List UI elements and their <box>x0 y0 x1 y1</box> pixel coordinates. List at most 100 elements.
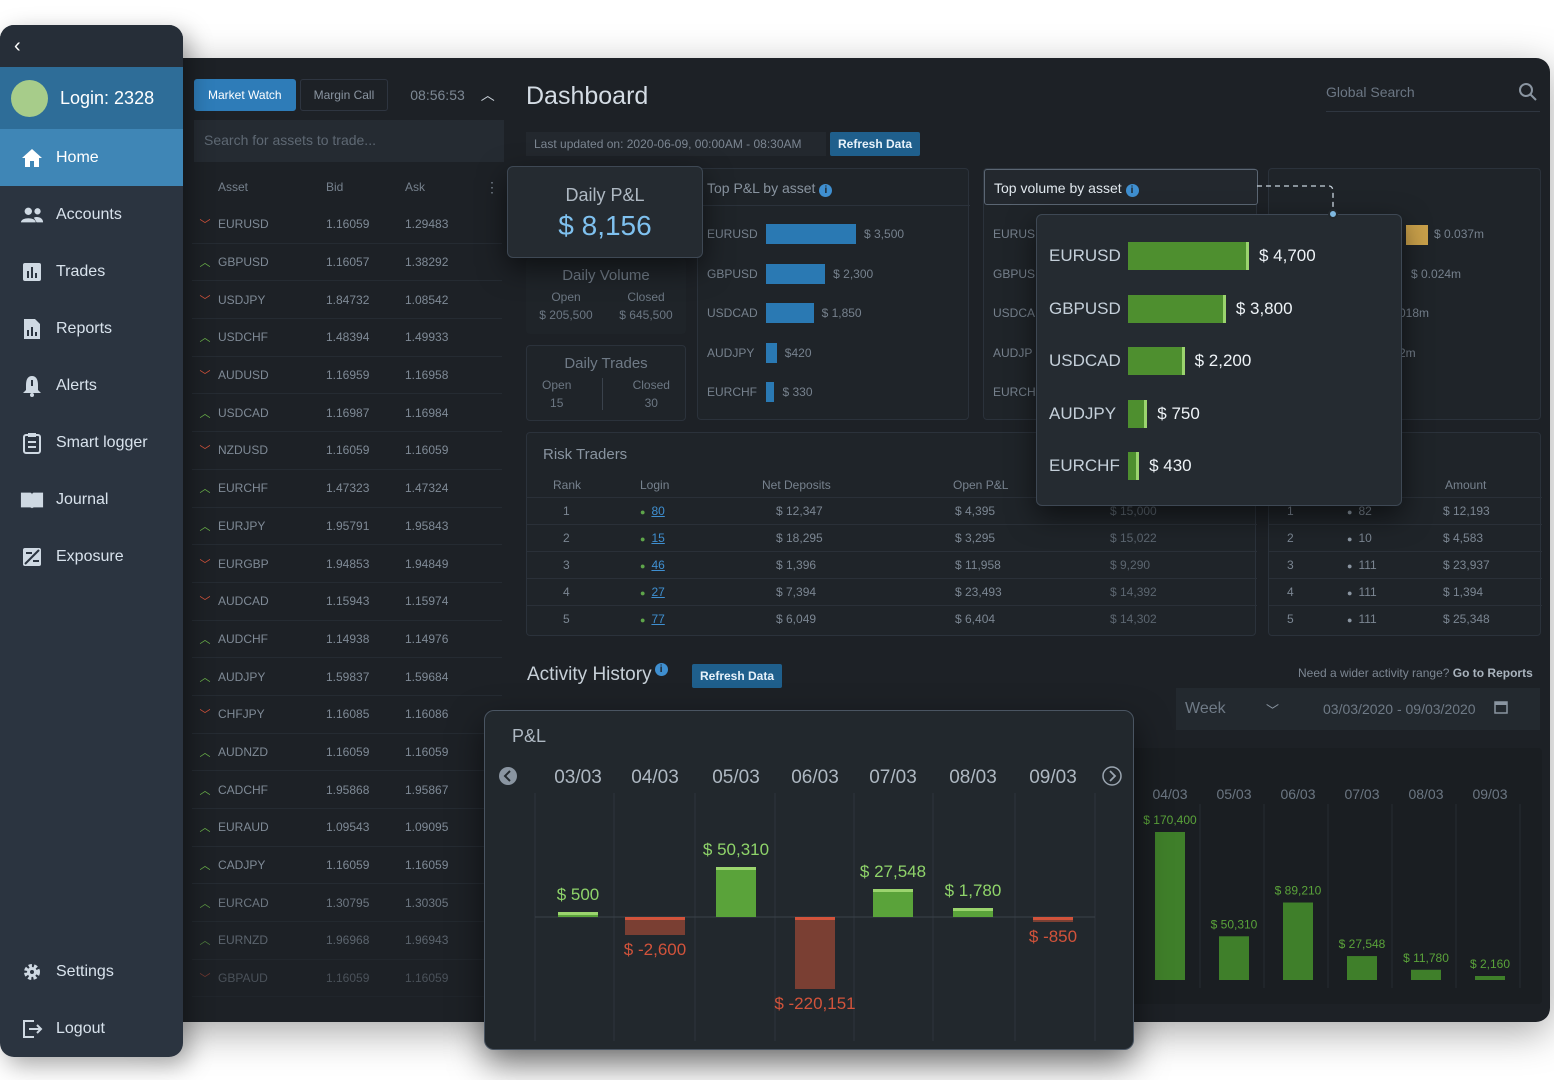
table-row[interactable]: ︿ EURCHF 1.47323 1.47324 <box>192 470 502 508</box>
sidebar-item-journal[interactable]: Journal <box>0 471 183 528</box>
go-to-reports-link[interactable]: Go to Reports <box>1452 666 1533 680</box>
table-row[interactable]: 4 ● 27 $ 7,394 $ 23,493 $ 14,392 <box>527 578 1257 605</box>
table-row[interactable]: ︿ USDCAD 1.16987 1.16984 <box>192 394 502 433</box>
sidebar-item-reports[interactable]: Reports <box>0 300 183 357</box>
sidebar-item-accounts[interactable]: Accounts <box>0 186 183 243</box>
table-row[interactable]: 2 ● 15 $ 18,295 $ 3,295 $ 15,022 <box>527 524 1257 551</box>
table-row[interactable]: ︿ CADJPY 1.16059 1.16059 <box>192 847 502 885</box>
table-row[interactable]: ︿ GBPUSD 1.16057 1.38292 <box>192 244 502 282</box>
sidebar-item-settings[interactable]: Settings <box>0 943 183 1000</box>
table-row[interactable]: ﹀ AUDCAD 1.15943 1.15974 <box>192 583 502 621</box>
table-row[interactable]: ﹀ NZDUSD 1.16059 1.16059 <box>192 432 502 470</box>
sidebar-item-trades[interactable]: Trades <box>0 243 183 300</box>
col-ask[interactable]: Ask <box>405 180 426 194</box>
table-row[interactable]: ︿ EURJPY 1.95791 1.95843 <box>192 508 502 546</box>
col-login[interactable]: Login <box>640 478 670 492</box>
login-value: 10 <box>1358 531 1372 545</box>
sidebar-item-logout[interactable]: Logout <box>0 1000 183 1057</box>
chevron-up-icon: ︿ <box>199 935 211 948</box>
amount-cell: $ 1,394 <box>1443 585 1484 599</box>
book-icon <box>20 488 44 512</box>
table-row[interactable]: 4 ● 111 $ 1,394 <box>1269 578 1542 605</box>
info-icon[interactable]: i <box>1125 184 1139 197</box>
risk-extra-cell: $ 14,302 <box>1110 612 1157 626</box>
login-link[interactable]: 77 <box>651 612 665 626</box>
data-label: $ 1,780 <box>945 881 1002 900</box>
search-icon[interactable] <box>1518 82 1538 105</box>
asset-name: AUDJPY <box>707 345 755 360</box>
table-row[interactable]: ︿ AUDJPY 1.59837 1.59684 <box>192 658 502 696</box>
col-amount[interactable]: Amount <box>1445 478 1487 492</box>
bar-cap <box>953 908 993 911</box>
chevron-up-icon: ︿ <box>199 483 211 496</box>
login-link[interactable]: 46 <box>651 558 665 572</box>
table-row[interactable]: ︿ CADCHF 1.95868 1.95867 <box>192 771 502 809</box>
date-range-input[interactable]: 03/03/2020 - 09/03/2020 <box>1323 701 1476 717</box>
table-row[interactable]: ﹀ CHFJPY 1.16085 1.16086 <box>192 696 502 734</box>
volume-value: $ 750 <box>1157 403 1200 423</box>
calendar-icon[interactable] <box>1493 700 1508 719</box>
table-row[interactable]: 2 ● 10 $ 4,583 <box>1269 524 1542 551</box>
avatar[interactable] <box>11 79 48 117</box>
tab-market-watch[interactable]: Market Watch <box>194 79 296 111</box>
kebab-menu-icon[interactable]: ⋮ <box>485 178 499 195</box>
pnl-bar <box>953 908 993 917</box>
col-asset[interactable]: Asset <box>218 180 249 194</box>
info-icon[interactable]: i <box>654 663 668 676</box>
chevron-down-icon[interactable]: ﹀ <box>1266 702 1280 718</box>
volume-value: $ 4,700 <box>1259 246 1316 265</box>
login-link[interactable]: 27 <box>651 585 665 599</box>
table-row[interactable]: 1 ● 80 $ 12,347 $ 4,395 $ 15,000 <box>527 497 1257 524</box>
bid-value: 1.59837 <box>326 669 370 684</box>
table-row[interactable]: 3 ● 46 $ 1,396 $ 11,958 $ 9,290 <box>527 551 1257 578</box>
tab-margin-call[interactable]: Margin Call <box>299 79 389 111</box>
table-row[interactable]: ︿ EURNZD 1.96968 1.96943 <box>192 922 502 960</box>
chevron-up-icon[interactable]: ︿ <box>480 87 495 103</box>
col-rank[interactable]: Rank <box>553 478 582 492</box>
refresh-data-button[interactable]: Refresh Data <box>830 132 921 156</box>
exposure-value: $ 0.037m <box>1434 227 1485 241</box>
col-net-deposits[interactable]: Net Deposits <box>762 478 831 492</box>
activity-refresh-button[interactable]: Refresh Data <box>692 664 783 688</box>
sidebar-item-smart-logger[interactable]: Smart logger <box>0 414 183 471</box>
global-search-input[interactable]: Global Search <box>1326 82 1540 112</box>
sidebar-item-label: Logout <box>56 1019 105 1037</box>
table-row[interactable]: 1 ● 82 $ 12,193 <box>1269 497 1542 524</box>
bid-value: 1.30795 <box>326 895 370 910</box>
back-button[interactable]: ‹ <box>0 25 183 67</box>
x-tick-label: 06/03 <box>791 767 839 788</box>
table-row[interactable]: ︿ EURAUD 1.09543 1.09095 <box>192 809 502 847</box>
bid-value: 1.47323 <box>326 481 370 496</box>
pnl-bar <box>766 263 826 284</box>
table-row[interactable]: ﹀ EURUSD 1.16059 1.29483 <box>192 206 502 244</box>
table-row[interactable]: ︿ AUDCHF 1.14938 1.14976 <box>192 621 502 659</box>
bell-icon <box>20 374 44 398</box>
table-row[interactable]: ﹀ AUDUSD 1.16959 1.16958 <box>192 357 502 395</box>
table-row[interactable]: 5 ● 111 $ 25,348 <box>1269 605 1542 632</box>
user-icon: ● <box>1347 507 1353 517</box>
table-row[interactable]: ︿ USDCHF 1.48394 1.49933 <box>192 319 502 357</box>
pnl-asset-row: GBPUSD $ 2,300 <box>707 263 873 284</box>
x-tick-label: 04/03 <box>1152 786 1187 802</box>
sidebar-item-alerts[interactable]: Alerts <box>0 357 183 414</box>
info-icon[interactable]: i <box>819 184 833 197</box>
table-row[interactable]: ﹀ EURGBP 1.94853 1.94849 <box>192 545 502 583</box>
col-open-pnl[interactable]: Open P&L <box>953 478 1009 492</box>
table-row[interactable]: ﹀ USDJPY 1.84732 1.08542 <box>192 281 502 320</box>
table-row[interactable]: ︿ EURCAD 1.30795 1.30305 <box>192 884 502 923</box>
chart-next-button[interactable] <box>1102 766 1122 786</box>
period-select[interactable]: Week <box>1185 700 1226 717</box>
chart-prev-button[interactable] <box>499 767 517 785</box>
login-link[interactable]: 80 <box>651 504 665 518</box>
sidebar-item-exposure[interactable]: Exposure <box>0 528 183 585</box>
sidebar-item-home[interactable]: Home <box>0 129 183 186</box>
table-row[interactable]: 5 ● 77 $ 6,049 $ 6,404 $ 14,302 <box>527 605 1257 632</box>
col-bid[interactable]: Bid <box>326 180 344 194</box>
ask-value: 1.16059 <box>405 744 449 759</box>
table-row[interactable]: 3 ● 111 $ 23,937 <box>1269 551 1542 578</box>
asset-search-input[interactable]: Search for assets to trade... <box>194 120 504 162</box>
table-row[interactable]: ﹀ GBPAUD 1.16059 1.16059 <box>192 960 502 998</box>
table-row[interactable]: ︿ AUDNZD 1.16059 1.16059 <box>192 734 502 772</box>
login-link[interactable]: 15 <box>651 531 665 545</box>
x-tick-label: 04/03 <box>631 767 679 788</box>
